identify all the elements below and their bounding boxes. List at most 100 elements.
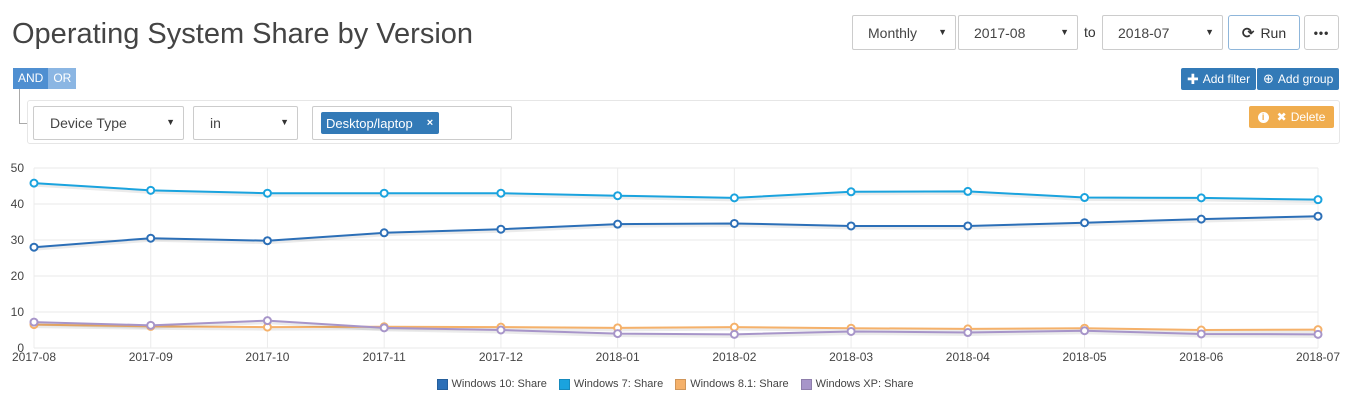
caret-down-icon: ▼ — [1060, 27, 1069, 37]
data-point — [1080, 218, 1090, 228]
data-point — [379, 188, 389, 198]
data-point — [729, 329, 739, 339]
y-tick-label: 10 — [11, 305, 25, 319]
x-tick-label: 2017-10 — [245, 350, 289, 364]
series-line — [33, 215, 1319, 249]
data-point — [262, 236, 272, 246]
caret-down-icon: ▼ — [1205, 27, 1214, 37]
filter-row — [27, 100, 1340, 144]
legend-item[interactable]: Windows 8.1: Share — [675, 378, 789, 390]
data-point — [1313, 195, 1323, 205]
or-toggle[interactable]: OR — [48, 68, 77, 89]
filter-value-tag-label: Desktop/laptop — [326, 115, 413, 131]
x-tick-label: 2018-01 — [596, 350, 640, 364]
add-group-button[interactable]: ⊕ Add group — [1257, 68, 1340, 90]
data-point — [1196, 329, 1206, 339]
filter-tree-connector — [19, 89, 27, 124]
data-point — [29, 178, 39, 188]
plus-icon: ✚ — [1187, 70, 1199, 87]
x-tick-label: 2017-08 — [12, 350, 56, 364]
remove-tag-icon[interactable]: × — [426, 117, 434, 129]
legend-item[interactable]: Windows XP: Share — [800, 378, 914, 390]
data-point — [146, 185, 156, 195]
data-point — [963, 221, 973, 231]
filter-field-select[interactable]: Device Type ▼ — [33, 106, 184, 140]
interval-value: Monthly — [868, 24, 918, 41]
caret-down-icon: ▼ — [280, 117, 289, 127]
x-tick-label: 2017-09 — [129, 350, 173, 364]
run-button[interactable]: ⟳ Run — [1228, 15, 1300, 50]
x-tick-label: 2018-06 — [1179, 350, 1223, 364]
line-chart: 0 10 20 30 40 50 2017-08 2017-09 2017-10 2017-11 2… — [11, 161, 1341, 364]
series-line — [33, 319, 1319, 336]
filter-operator-select[interactable]: in ▼ — [193, 106, 298, 140]
y-tick-label: 40 — [11, 197, 25, 211]
end-date-select[interactable]: 2018-07 ▼ — [1102, 15, 1223, 50]
legend-swatch — [558, 378, 570, 390]
ellipsis-icon: ••• — [1313, 25, 1330, 40]
more-options-button[interactable]: ••• — [1304, 15, 1339, 50]
start-date-value: 2017-08 — [974, 24, 1026, 41]
filter-value-input[interactable]: Desktop/laptop × — [312, 106, 512, 140]
add-group-label: Add group — [1277, 72, 1334, 86]
data-point — [496, 325, 506, 335]
data-point — [1196, 193, 1206, 203]
caret-down-icon: ▼ — [166, 117, 175, 127]
data-point — [146, 320, 156, 330]
data-point — [146, 233, 156, 243]
run-button-label: Run — [1260, 24, 1287, 41]
data-point — [613, 329, 623, 339]
y-tick-label: 20 — [11, 269, 25, 283]
delete-label-group: ✖ Delete — [1277, 110, 1326, 124]
data-point — [379, 228, 389, 238]
series-line — [33, 323, 1319, 332]
legend-item[interactable]: Windows 7: Share — [558, 378, 664, 390]
legend-label: Windows 7: Share — [573, 378, 664, 390]
data-point — [846, 221, 856, 231]
add-filter-button[interactable]: ✚ Add filter — [1181, 68, 1257, 90]
data-point — [262, 316, 272, 326]
legend-swatch — [436, 378, 448, 390]
caret-down-icon: ▼ — [938, 27, 947, 37]
interval-select[interactable]: Monthly ▼ — [852, 15, 956, 50]
series-line-shadow — [33, 183, 1319, 204]
data-point — [613, 191, 623, 201]
legend-swatch — [675, 378, 687, 390]
legend-label: Windows 10: Share — [451, 378, 547, 390]
data-point — [613, 219, 623, 229]
legend-item[interactable]: Windows 10: Share — [436, 378, 547, 390]
data-point — [262, 188, 272, 198]
legend-label: Windows XP: Share — [815, 378, 914, 390]
data-point — [1196, 214, 1206, 224]
data-point — [1313, 211, 1323, 221]
add-filter-label: Add filter — [1202, 72, 1251, 86]
and-toggle[interactable]: AND — [13, 68, 49, 89]
data-point — [496, 224, 506, 234]
x-tick-label: 2017-12 — [479, 350, 523, 364]
range-to-label: to — [1084, 24, 1096, 40]
legend-swatch — [800, 378, 812, 390]
page-title: Operating System Share by Version — [12, 18, 474, 50]
x-tick-label: 2018-05 — [1063, 350, 1107, 364]
x-tick-label: 2017-11 — [363, 350, 406, 364]
data-point — [379, 323, 389, 333]
data-point — [846, 187, 856, 197]
data-point — [729, 218, 739, 228]
series-line-shadow — [33, 216, 1319, 251]
chart-legend: Windows 10: Share Windows 7: Share Windows… — [0, 378, 1350, 390]
end-date-value: 2018-07 — [1118, 24, 1170, 41]
filter-field-value: Device Type — [50, 115, 127, 131]
delete-filter-button[interactable]: i ✖ Delete — [1249, 106, 1334, 128]
delete-label: Delete — [1290, 110, 1326, 124]
x-tick-label: 2018-02 — [712, 350, 756, 364]
series-line — [33, 182, 1319, 201]
data-point — [846, 326, 856, 336]
data-point — [1080, 193, 1090, 203]
y-tick-label: 50 — [11, 161, 25, 175]
y-tick-label: 0 — [17, 341, 24, 355]
start-date-select[interactable]: 2017-08 ▼ — [958, 15, 1078, 50]
data-point — [29, 317, 39, 327]
data-point — [1313, 329, 1323, 339]
data-point — [1080, 326, 1090, 336]
refresh-icon: ⟳ — [1241, 24, 1255, 42]
